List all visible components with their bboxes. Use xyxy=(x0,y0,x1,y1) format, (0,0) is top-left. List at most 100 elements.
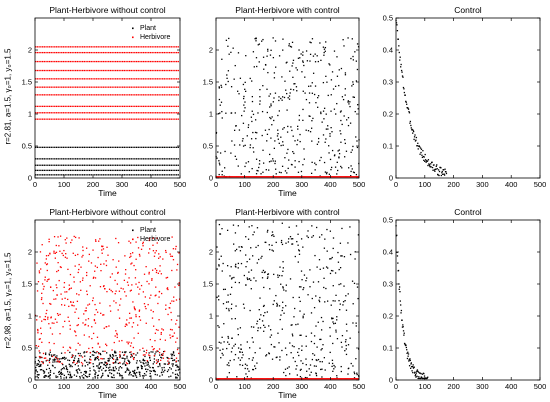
data-point xyxy=(94,277,97,279)
data-point xyxy=(129,345,132,347)
data-point xyxy=(260,257,262,259)
data-point xyxy=(156,51,159,54)
data-point xyxy=(137,118,139,120)
data-point xyxy=(272,101,274,103)
data-point xyxy=(135,174,138,176)
data-point xyxy=(108,118,110,120)
data-point xyxy=(40,69,42,72)
data-point xyxy=(121,118,124,120)
data-point xyxy=(43,376,45,378)
data-point xyxy=(253,378,255,380)
data-point xyxy=(172,112,174,114)
data-point xyxy=(113,46,115,48)
data-point xyxy=(151,86,153,88)
data-point xyxy=(226,376,228,378)
data-point xyxy=(83,146,85,148)
data-point xyxy=(256,323,258,325)
data-point xyxy=(83,60,85,63)
data-point xyxy=(158,112,160,114)
data-point xyxy=(267,50,269,52)
data-point xyxy=(36,105,39,108)
data-point xyxy=(111,51,113,54)
data-point xyxy=(312,378,314,380)
data-point xyxy=(83,352,85,354)
data-point xyxy=(129,361,131,364)
data-point xyxy=(85,310,87,312)
data-point xyxy=(334,85,337,87)
data-point xyxy=(225,83,227,86)
data-point xyxy=(120,46,122,48)
data-point xyxy=(65,365,67,367)
data-point xyxy=(45,86,47,88)
data-point xyxy=(220,357,222,359)
data-point xyxy=(38,146,40,148)
data-point xyxy=(242,137,244,140)
data-point xyxy=(175,341,177,343)
data-point xyxy=(354,258,356,260)
data-point xyxy=(177,164,179,166)
data-point xyxy=(118,69,120,72)
data-point xyxy=(139,319,142,321)
data-point xyxy=(283,371,285,374)
data-point xyxy=(109,276,112,278)
data-point xyxy=(125,78,127,80)
data-point xyxy=(280,314,282,316)
data-point xyxy=(81,174,84,176)
data-point xyxy=(95,371,97,374)
data-point xyxy=(115,51,117,54)
data-point xyxy=(128,240,130,242)
data-point xyxy=(286,354,288,356)
data-point xyxy=(41,341,43,343)
data-point xyxy=(252,341,254,343)
data-point xyxy=(268,244,270,246)
data-point xyxy=(67,359,69,361)
data-point xyxy=(36,146,39,148)
data-point xyxy=(307,236,309,239)
data-point xyxy=(429,166,431,168)
data-point xyxy=(57,158,59,160)
data-point xyxy=(35,370,37,372)
data-point xyxy=(105,364,107,367)
data-point xyxy=(165,118,167,120)
data-point xyxy=(101,112,103,114)
data-point xyxy=(174,46,176,48)
data-point xyxy=(244,81,246,84)
data-point xyxy=(41,244,43,246)
data-point xyxy=(69,51,72,54)
data-point xyxy=(338,156,340,158)
data-point xyxy=(44,376,46,378)
data-point xyxy=(339,242,342,244)
data-point xyxy=(53,342,55,345)
data-point xyxy=(99,78,101,80)
data-point xyxy=(341,378,343,380)
data-point xyxy=(45,146,47,148)
data-point xyxy=(431,161,433,163)
data-point xyxy=(62,174,65,176)
data-point xyxy=(222,176,224,178)
data-point xyxy=(36,164,39,166)
data-point xyxy=(82,322,84,324)
data-point xyxy=(231,337,233,339)
data-point xyxy=(135,376,138,378)
data-point xyxy=(277,276,279,278)
data-point xyxy=(421,377,423,380)
y-tick-label: 1 xyxy=(209,110,213,119)
data-point xyxy=(125,105,127,108)
data-point xyxy=(68,288,70,291)
data-point xyxy=(63,366,65,369)
data-point xyxy=(64,164,66,166)
data-point xyxy=(67,298,69,301)
data-point xyxy=(90,174,92,176)
data-point xyxy=(176,319,178,321)
data-point xyxy=(87,69,89,72)
data-point xyxy=(290,88,292,90)
data-point xyxy=(128,60,131,63)
data-point xyxy=(328,378,330,380)
data-point xyxy=(176,364,178,366)
data-point xyxy=(49,351,51,353)
data-point xyxy=(105,366,108,368)
data-point xyxy=(405,100,407,103)
data-point xyxy=(316,378,318,380)
data-point xyxy=(130,46,132,48)
data-point xyxy=(89,359,91,361)
